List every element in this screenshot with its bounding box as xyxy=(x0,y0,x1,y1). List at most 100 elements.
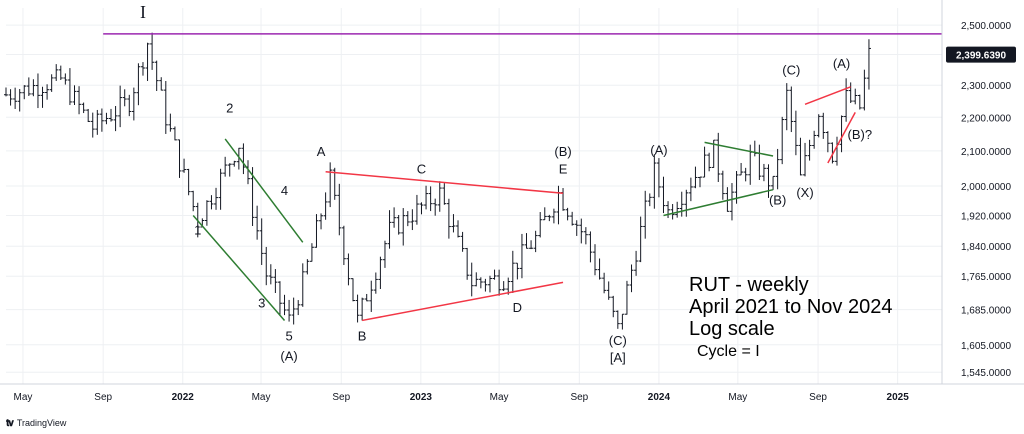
ohlc-bar xyxy=(451,214,456,233)
ohlc-bar xyxy=(250,167,255,227)
y-tick-label: 2,300.0000 xyxy=(961,81,1011,92)
ohlc-bar xyxy=(277,281,282,316)
ohlc-bar xyxy=(611,295,616,318)
wave-label: 3 xyxy=(258,296,265,311)
ohlc-bar xyxy=(533,230,538,253)
ohlc-bar xyxy=(77,86,82,115)
ohlc-bar xyxy=(583,227,588,245)
ohlc-bar xyxy=(634,250,639,276)
ohlc-bar xyxy=(67,68,72,106)
ohlc-bar xyxy=(670,204,675,220)
trendline xyxy=(663,188,774,217)
ohlc-bar xyxy=(460,231,465,252)
ohlc-bar xyxy=(127,94,132,117)
ohlc-bar xyxy=(90,112,95,138)
ohlc-bar xyxy=(414,194,419,225)
ohlc-bar xyxy=(81,102,86,114)
ohlc-bar xyxy=(798,137,803,176)
ohlc-bar xyxy=(624,280,629,315)
ohlc-bar xyxy=(241,143,246,175)
ohlc-bar xyxy=(780,116,785,165)
ohlc-bar xyxy=(565,207,570,221)
ohlc-bar xyxy=(122,89,127,107)
y-tick-label: 2,000.0000 xyxy=(961,182,1011,193)
wave-label: I xyxy=(140,2,146,22)
ohlc-bar xyxy=(606,281,611,300)
ohlc-bar xyxy=(396,214,401,235)
wave-label: C xyxy=(417,162,426,177)
ohlc-bar xyxy=(22,85,27,100)
ohlc-bar xyxy=(405,211,410,227)
ohlc-bar xyxy=(63,73,68,85)
ohlc-bar xyxy=(26,77,31,96)
x-tick-label: Sep xyxy=(570,392,588,403)
ohlc-bar xyxy=(570,211,575,226)
ohlc-bar xyxy=(364,293,369,302)
wave-label: (A) xyxy=(280,349,297,364)
ohlc-bar xyxy=(419,202,424,215)
ohlc-bar xyxy=(825,131,830,153)
ohlc-bar xyxy=(866,39,871,90)
ohlc-bar xyxy=(264,246,269,286)
y-tick-label: 1,685.0000 xyxy=(961,306,1011,317)
ohlc-bar xyxy=(679,191,684,217)
wave-label: 5 xyxy=(285,328,292,343)
ohlc-bar xyxy=(784,83,789,131)
ohlc-bar xyxy=(524,233,529,249)
wave-label: (B) xyxy=(769,192,786,207)
y-tick-label: 1,840.0000 xyxy=(961,242,1011,253)
ohlc-bar xyxy=(154,60,159,92)
axes[interactable]: 2,500.00002,400.00002,300.00002,200.0000… xyxy=(0,0,1024,403)
tradingview-logo-icon: 𝐭𝐯 xyxy=(6,417,14,429)
ohlc-bar xyxy=(456,220,461,238)
ohlc-bar xyxy=(538,212,543,238)
trendline xyxy=(224,138,304,243)
ohlc-bar xyxy=(688,177,693,202)
ohlc-bar xyxy=(314,214,319,248)
ohlc-bar xyxy=(95,109,100,135)
ohlc-bar xyxy=(519,233,524,279)
x-tick-label: Sep xyxy=(332,392,350,403)
ohlc-bar xyxy=(839,115,844,153)
ohlc-bar xyxy=(136,63,141,106)
ohlc-bar xyxy=(410,209,415,231)
ohlc-bar xyxy=(561,188,566,211)
tradingview-watermark: 𝐭𝐯 TradingView xyxy=(6,416,66,430)
ohlc-bar xyxy=(848,82,853,103)
y-tick-label: 2,100.0000 xyxy=(961,147,1011,158)
wave-label: (C) xyxy=(609,333,627,348)
ohlc-bar xyxy=(204,200,209,226)
ohlc-bar xyxy=(620,313,625,330)
ohlc-bar xyxy=(296,300,301,316)
title-line-4: Cycle = I xyxy=(697,343,760,360)
ohlc-bar xyxy=(223,156,228,177)
ohlc-bar xyxy=(72,85,77,106)
ohlc-bar xyxy=(684,189,689,217)
ohlc-bar xyxy=(510,250,515,293)
ohlc-bar xyxy=(131,87,136,121)
trendline xyxy=(804,86,851,106)
trendline xyxy=(192,215,286,321)
tradingview-wordmark: TradingView xyxy=(16,418,67,428)
ohlc-bar xyxy=(487,275,492,293)
ohlc-bar xyxy=(816,114,821,138)
ohlc-bar xyxy=(501,281,506,292)
ohlc-bar xyxy=(4,87,8,97)
ohlc-bar xyxy=(8,89,13,106)
ohlc-bar xyxy=(236,147,241,170)
ohlc-bar xyxy=(58,65,63,80)
ohlc-bar xyxy=(259,218,264,265)
wave-label: (X) xyxy=(796,185,813,200)
x-tick-label: May xyxy=(14,392,33,403)
ohlc-bar xyxy=(588,231,593,263)
ohlc-bar xyxy=(789,86,794,133)
ohlc-bar xyxy=(661,176,666,214)
y-tick-label: 2,200.0000 xyxy=(961,113,1011,124)
ohlc-bar xyxy=(830,142,835,164)
ohlc-bar xyxy=(323,192,328,220)
last-price-tag xyxy=(946,46,1016,63)
x-tick-label: Sep xyxy=(94,392,112,403)
ohlc-bar xyxy=(442,183,447,205)
ohlc-bar xyxy=(725,187,730,212)
ohlc-bar xyxy=(227,163,232,177)
